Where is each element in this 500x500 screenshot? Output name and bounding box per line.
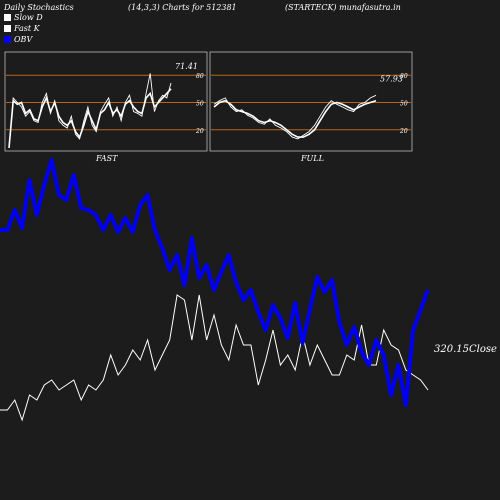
chart-params: (14,3,3) Charts for 512381 bbox=[128, 3, 237, 12]
fast-tick-20: 20 bbox=[195, 128, 204, 135]
full-tick-80: 80 bbox=[400, 73, 408, 80]
fast-tick-80: 80 bbox=[196, 73, 204, 80]
site-label: (STARTECK) munafasutra.in bbox=[285, 3, 401, 12]
full-tick-50: 50 bbox=[400, 101, 408, 108]
full-slow-d-line bbox=[213, 99, 377, 138]
legend-fast-k-label: Fast K bbox=[14, 24, 40, 33]
legend-obv: OBV bbox=[4, 35, 32, 44]
slow-d-swatch bbox=[4, 14, 11, 21]
obv-line bbox=[0, 158, 430, 407]
legend-obv-label: OBV bbox=[14, 35, 33, 44]
full-tick-20: 20 bbox=[399, 128, 408, 135]
fast-fast-k-line bbox=[8, 73, 172, 149]
full-panel-frame bbox=[209, 51, 413, 152]
fast-panel-frame bbox=[4, 51, 208, 152]
full-fast-k-line bbox=[213, 94, 377, 140]
close-last-value-label: 320.15Close bbox=[434, 344, 497, 355]
fast-last-value-label: 71.41 bbox=[175, 62, 198, 71]
legend-slow-d: Slow D bbox=[4, 13, 43, 22]
full-panel-title: FULL bbox=[300, 154, 324, 163]
fast-tick-50: 50 bbox=[196, 101, 204, 108]
legend-slow-d-label: Slow D bbox=[14, 13, 43, 22]
fast-k-swatch bbox=[4, 25, 11, 32]
close-line bbox=[0, 294, 429, 422]
obv-swatch bbox=[4, 36, 11, 43]
chart-title: Daily Stochastics bbox=[4, 3, 74, 12]
fast-panel-title: FAST bbox=[95, 154, 118, 163]
legend-fast-k: Fast K bbox=[4, 24, 40, 33]
full-last-value-label: 57.93 bbox=[380, 74, 403, 83]
